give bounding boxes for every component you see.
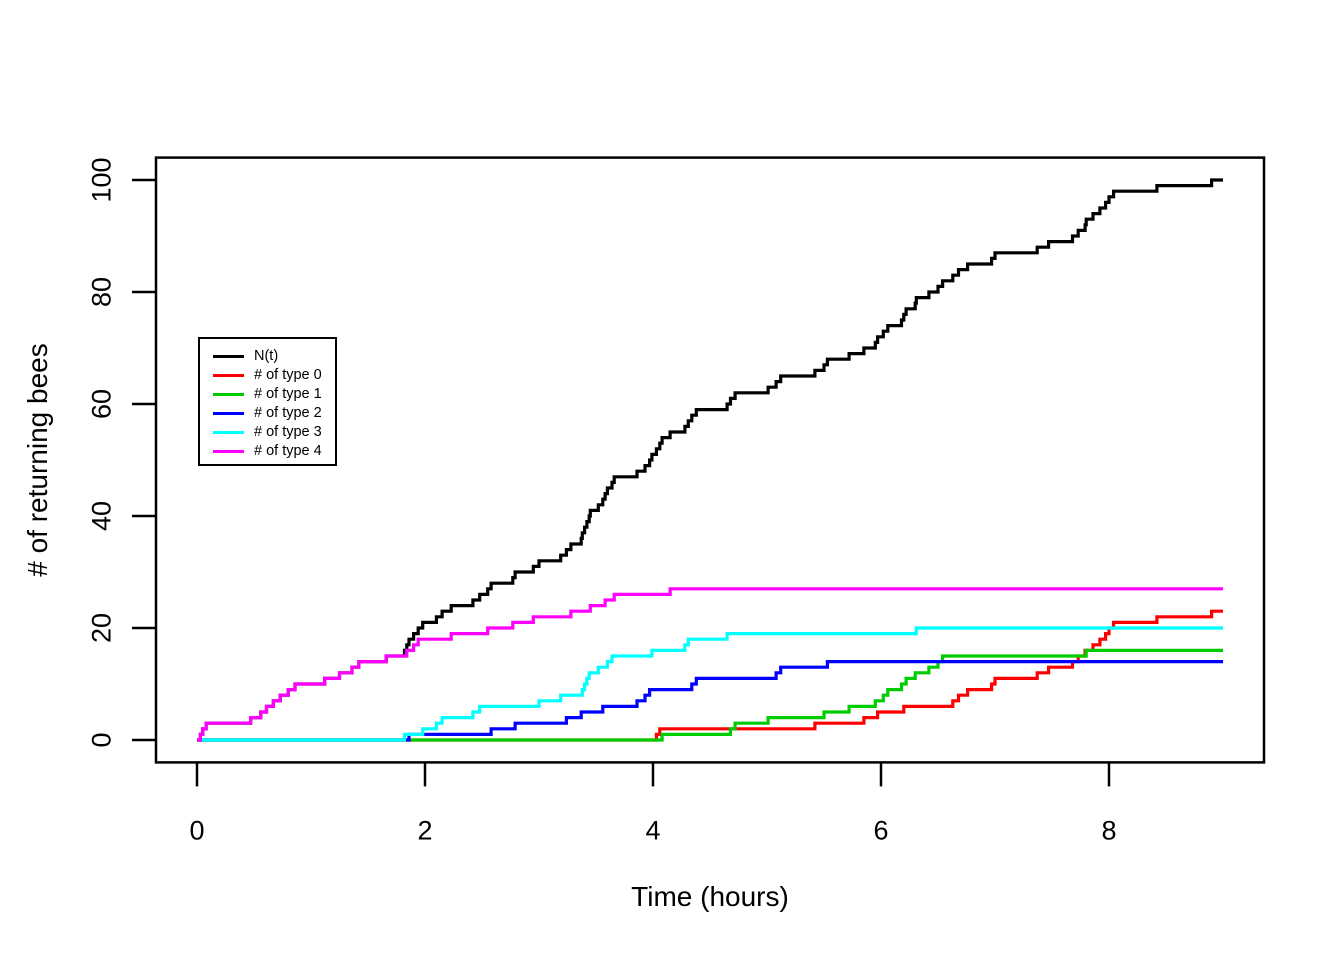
legend-line-type1-icon (213, 393, 244, 396)
legend-entry-type2: # of type 2 (200, 404, 335, 423)
legend-label-type2: # of type 2 (254, 405, 322, 421)
legend-label-nt: N(t) (254, 348, 279, 364)
legend-entry-type0: # of type 0 (200, 366, 335, 385)
series-curve-5 (197, 587, 1223, 742)
series-curve-3 (197, 660, 1223, 742)
x-tick-label-2: 2 (417, 815, 433, 846)
x-tick-label-6: 6 (873, 815, 889, 846)
legend-entry-nt: N(t) (200, 347, 335, 366)
series-curve-1 (197, 609, 1223, 742)
legend-line-nt-icon (213, 355, 244, 358)
series-curve-2 (197, 648, 1223, 742)
series-curve-4 (197, 626, 1223, 742)
legend-entry-type3: # of type 3 (200, 423, 335, 442)
x-tick-label-4: 4 (645, 815, 661, 846)
y-axis-title: # of returning bees (22, 343, 53, 577)
legend-line-type0-icon (213, 374, 244, 377)
legend-entry-type1: # of type 1 (200, 385, 335, 404)
legend-label-type0: # of type 0 (254, 367, 322, 383)
series-curve-0 (197, 178, 1223, 742)
legend-box: N(t) # of type 0 # of type 1 # of type 2… (198, 337, 337, 466)
legend-label-type4: # of type 4 (254, 443, 322, 459)
y-tick-label-20: 20 (86, 612, 117, 644)
legend-line-type2-icon (213, 412, 244, 415)
y-tick-label-60: 60 (86, 388, 117, 420)
plot-box (154, 156, 1266, 764)
y-tick-label-80: 80 (86, 276, 117, 308)
y-tick-label-100: 100 (86, 157, 117, 203)
y-tick-label-40: 40 (86, 500, 117, 532)
legend-label-type3: # of type 3 (254, 424, 322, 440)
legend-line-type3-icon (213, 431, 244, 434)
x-tick-label-8: 8 (1101, 815, 1117, 846)
x-tick-label-0: 0 (189, 815, 205, 846)
legend-entry-type4: # of type 4 (200, 442, 335, 461)
y-tick-label-0: 0 (86, 732, 117, 748)
legend-line-type4-icon (213, 450, 244, 453)
legend-label-type1: # of type 1 (254, 386, 322, 402)
x-axis-title: Time (hours) (631, 881, 789, 912)
